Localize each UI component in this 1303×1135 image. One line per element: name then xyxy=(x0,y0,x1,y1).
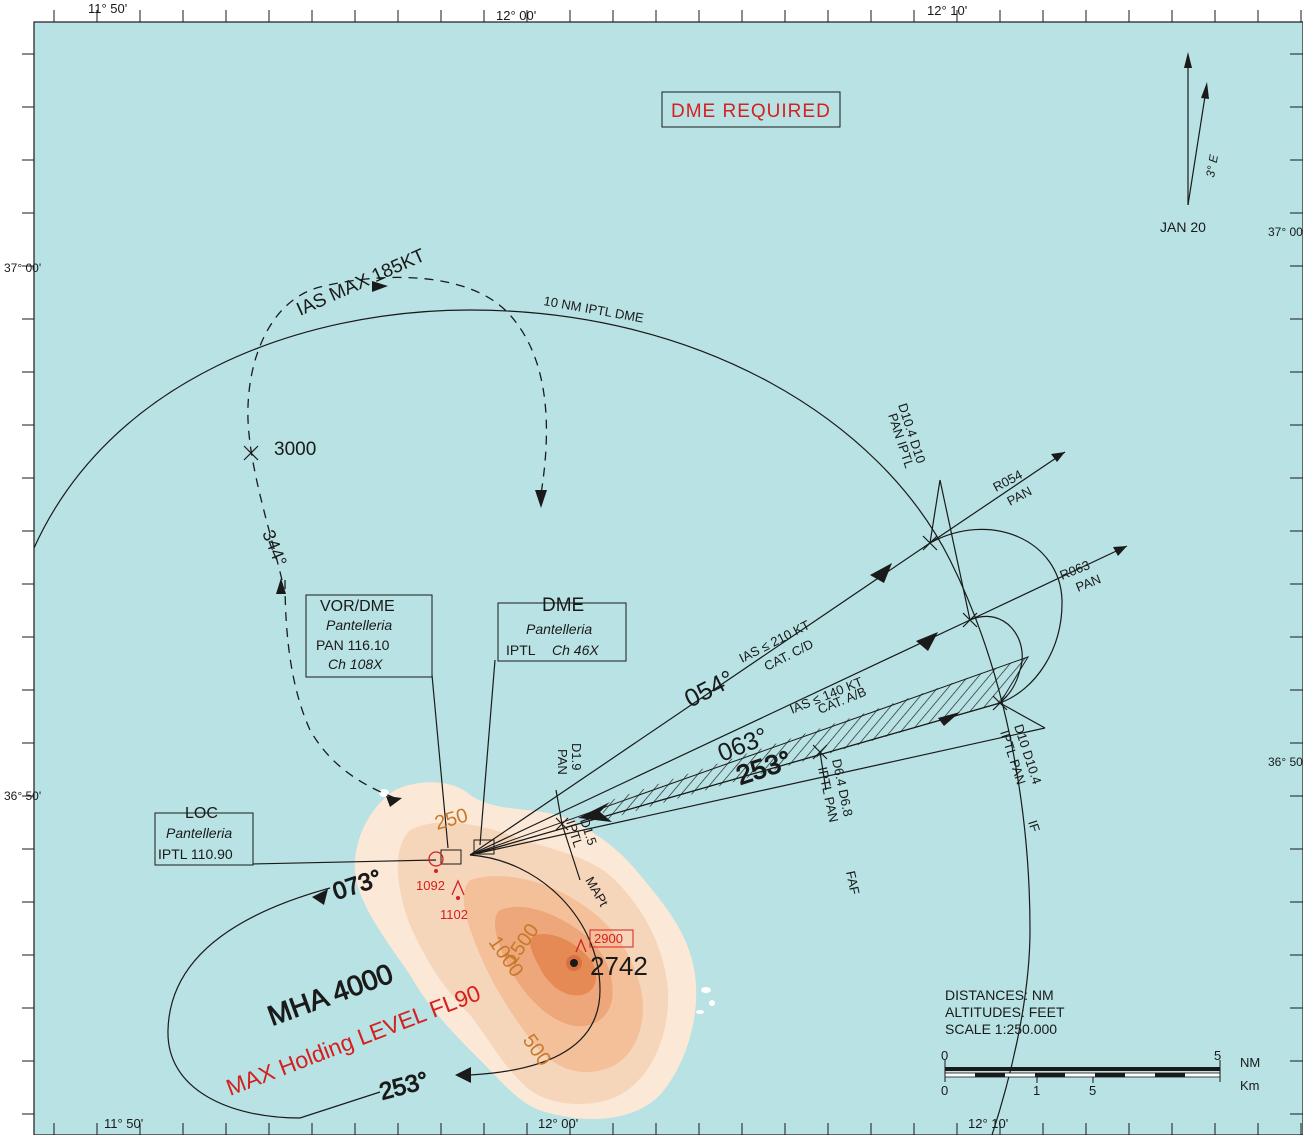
obs-1092-dot xyxy=(434,869,438,873)
chart-frame xyxy=(33,21,1303,1135)
dme-ident: IPTL xyxy=(506,642,536,658)
vor-name: Pantelleria xyxy=(326,617,392,633)
border-ticks xyxy=(22,10,1303,1135)
lat-label-left-3650: 36° 50' xyxy=(4,789,41,803)
fix-d1-9: D1.9 xyxy=(569,743,584,770)
north-arrow: 3° E JAN 20 xyxy=(1160,52,1221,235)
hold-altitude: 3000 xyxy=(274,439,316,460)
scale-km-0: 0 xyxy=(941,1083,948,1098)
hold-arrow-down xyxy=(535,490,547,508)
lon-label-top-1200: 12° 00' xyxy=(496,8,536,23)
hold-arrow-up xyxy=(276,578,286,594)
vor-freq: PAN 116.10 xyxy=(316,637,390,653)
lon-label-bot-1150: 11° 50' xyxy=(104,1116,143,1131)
scale-km-1: 1 xyxy=(1033,1083,1040,1098)
obstacle-1092: 1092 xyxy=(416,878,445,893)
dme-pointer xyxy=(479,659,496,846)
vor-title: VOR/DME xyxy=(320,598,395,615)
dme-channel: Ch 46X xyxy=(552,642,599,658)
lat-label-right-3700: 37° 00' xyxy=(1268,225,1303,239)
vor-dme-box: VOR/DME Pantelleria PAN 116.10 Ch 108X xyxy=(305,594,433,678)
scale-km-5: 5 xyxy=(1089,1083,1096,1098)
magnetic-variation: 3° E xyxy=(1203,153,1221,179)
obs-2900-mark xyxy=(575,938,587,953)
scale-bar: 0 5 NM 0 1 5 Km xyxy=(941,1048,1260,1098)
scale-nm-5: 5 xyxy=(1214,1048,1221,1063)
loc-pointer xyxy=(251,859,437,865)
loc-symbol xyxy=(428,851,444,867)
lon-label-top-1210: 12° 10' xyxy=(927,3,967,18)
peak-elevation: 2742 xyxy=(590,951,648,981)
lon-label-top-1150: 11° 50' xyxy=(88,1,127,16)
units-distances: DISTANCES: NM xyxy=(945,987,1054,1003)
lon-label-bot-1210: 12° 10' xyxy=(968,1116,1008,1131)
hold-fix-cross xyxy=(243,445,259,461)
approach-tracks xyxy=(469,451,1128,881)
loc-title: LOC xyxy=(185,805,218,822)
hold-arrow-join xyxy=(386,796,402,807)
loc-name: Pantelleria xyxy=(166,825,232,841)
dme-name: Pantelleria xyxy=(526,621,592,637)
vor-symbol xyxy=(440,849,462,865)
dme-box: DME Pantelleria IPTL Ch 46X xyxy=(497,595,627,662)
obs-1102-mark xyxy=(451,879,465,896)
peak-dot xyxy=(570,959,578,967)
inbound-073-arrow xyxy=(312,889,328,905)
lon-label-bot-1200: 12° 00' xyxy=(538,1116,578,1131)
loc-freq: IPTL 110.90 xyxy=(158,846,233,862)
missed-approach-track xyxy=(469,854,601,1076)
hold-racetrack-left xyxy=(167,887,381,1119)
fix-if: IF xyxy=(1025,818,1043,834)
scale-nm-0: 0 xyxy=(941,1048,948,1063)
dme-required-box xyxy=(661,91,841,128)
dme-arc-10nm xyxy=(33,309,1031,1135)
fix-faf: FAF xyxy=(843,870,863,896)
hold-arrow-right xyxy=(372,281,388,292)
units-altitudes: ALTITUDES: FEET xyxy=(945,1004,1065,1020)
dme-required-label: DME REQUIRED xyxy=(671,101,831,122)
obstacle-2900-box xyxy=(589,929,634,948)
obstacle-2900: 2900 xyxy=(594,931,623,946)
fix-pan-left: PAN xyxy=(555,749,570,775)
pantelleria-island xyxy=(354,782,715,1119)
vor-pointer xyxy=(431,674,449,849)
dme-symbol xyxy=(473,839,495,855)
obstacle-1102: 1102 xyxy=(440,907,468,922)
missed-arrow xyxy=(455,1067,471,1083)
dme-title: DME xyxy=(542,595,584,616)
units-scale: SCALE 1:250.000 xyxy=(945,1021,1057,1037)
lat-label-right-3650: 36° 50' xyxy=(1268,755,1303,769)
scale-km-unit: Km xyxy=(1240,1078,1260,1093)
scale-nm-unit: NM xyxy=(1240,1055,1260,1070)
hold-outbound xyxy=(284,579,401,801)
vor-channel: Ch 108X xyxy=(328,656,383,672)
loc-box: LOC Pantelleria IPTL 110.90 xyxy=(154,805,254,866)
variation-date: JAN 20 xyxy=(1160,219,1206,235)
lat-label-left-3700: 37° 00' xyxy=(4,261,41,275)
